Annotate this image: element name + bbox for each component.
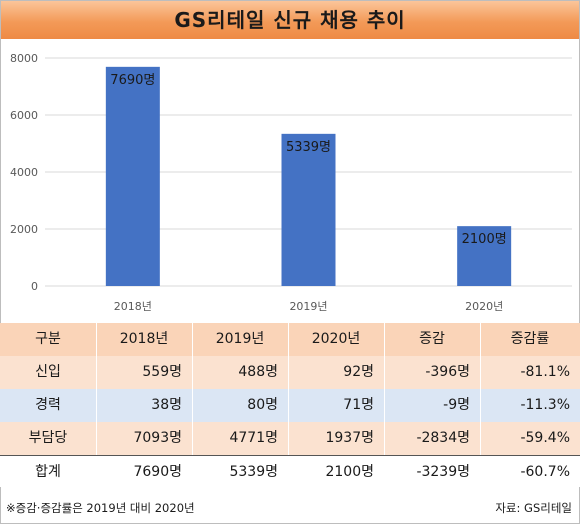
table-cell: 2100명 bbox=[325, 464, 374, 480]
column-divider bbox=[96, 389, 97, 422]
data-label: 7690명 bbox=[110, 73, 155, 88]
table-cell: 4771명 bbox=[229, 430, 278, 446]
column-divider bbox=[192, 456, 193, 489]
column-divider bbox=[192, 422, 193, 455]
table-cell: 559명 bbox=[142, 364, 182, 380]
footnote: ※증감·증감률은 2019년 대비 2020년 bbox=[6, 501, 195, 515]
table-cell: 92명 bbox=[343, 364, 374, 380]
table-cell: -59.4% bbox=[520, 430, 570, 446]
table-header-row: 구분 2018년 2019년 2020년 증감 증감률 bbox=[0, 323, 580, 356]
column-divider bbox=[384, 422, 385, 455]
y-axis-ticks: 0 2000 4000 6000 8000 bbox=[10, 52, 38, 293]
column-divider bbox=[288, 389, 289, 422]
column-divider bbox=[96, 356, 97, 389]
table-cell: 5339명 bbox=[229, 464, 278, 480]
row-label: 부담당 bbox=[28, 430, 68, 446]
bar bbox=[105, 66, 160, 287]
row-label: 신입 bbox=[35, 364, 61, 380]
column-divider bbox=[384, 323, 385, 356]
column-divider bbox=[96, 422, 97, 455]
column-divider bbox=[288, 422, 289, 455]
column-header: 증감 bbox=[419, 331, 445, 347]
column-header: 증감률 bbox=[510, 331, 550, 347]
source-note: 자료: GS리테일 bbox=[495, 501, 572, 515]
data-label: 5339명 bbox=[286, 140, 331, 155]
column-divider bbox=[288, 356, 289, 389]
table-cell: -3239명 bbox=[416, 464, 470, 480]
table-row: 경력 38명 80명 71명 -9명 -11.3% bbox=[0, 389, 580, 422]
table-cell: 1937명 bbox=[325, 430, 374, 446]
row-label: 합계 bbox=[35, 464, 61, 480]
column-divider bbox=[192, 356, 193, 389]
column-divider bbox=[480, 323, 481, 356]
table-cell: 80명 bbox=[247, 397, 278, 413]
bar bbox=[281, 133, 336, 286]
x-tick-label: 2020년 bbox=[465, 300, 503, 313]
column-divider bbox=[96, 323, 97, 356]
column-divider bbox=[480, 456, 481, 489]
row-label: 경력 bbox=[35, 397, 61, 413]
table-cell: -9명 bbox=[443, 397, 470, 413]
column-header: 2018년 bbox=[119, 331, 169, 347]
y-tick-label: 6000 bbox=[10, 109, 38, 122]
table-cell: 488명 bbox=[238, 364, 278, 380]
column-header: 2020년 bbox=[311, 331, 361, 347]
table-row: 합계 7690명 5339명 2100명 -3239명 -60.7% bbox=[0, 455, 580, 489]
table-cell: 38명 bbox=[151, 397, 182, 413]
table-row: 신입 559명 488명 92명 -396명 -81.1% bbox=[0, 356, 580, 389]
table-cell: -11.3% bbox=[520, 397, 570, 413]
column-divider bbox=[96, 456, 97, 489]
chart-bars bbox=[105, 66, 512, 287]
table-cell: 7093명 bbox=[133, 430, 182, 446]
column-divider bbox=[384, 389, 385, 422]
column-divider bbox=[288, 323, 289, 356]
column-divider bbox=[384, 456, 385, 489]
chart-title: GS리테일 신규 채용 추이 bbox=[174, 8, 406, 32]
y-tick-label: 0 bbox=[31, 280, 38, 293]
table-cell: -81.1% bbox=[520, 364, 570, 380]
table-cell: -396명 bbox=[425, 364, 470, 380]
column-header: 구분 bbox=[35, 331, 61, 347]
data-labels: 7690명 5339명 2100명 bbox=[110, 73, 506, 247]
table-row: 부담당 7093명 4771명 1937명 -2834명 -59.4% bbox=[0, 422, 580, 455]
table-cell: 7690명 bbox=[133, 464, 182, 480]
column-divider bbox=[480, 389, 481, 422]
table-cell: -60.7% bbox=[520, 464, 570, 480]
x-axis-ticks: 2018년 2019년 2020년 bbox=[114, 300, 503, 313]
column-divider bbox=[192, 323, 193, 356]
table-cell: 71명 bbox=[343, 397, 374, 413]
y-tick-label: 8000 bbox=[10, 52, 38, 65]
x-tick-label: 2019년 bbox=[289, 300, 327, 313]
data-label: 2100명 bbox=[462, 232, 507, 247]
table-cell: -2834명 bbox=[416, 430, 470, 446]
column-divider bbox=[480, 356, 481, 389]
column-divider bbox=[288, 456, 289, 489]
bar bbox=[457, 226, 512, 286]
column-header: 2019년 bbox=[215, 331, 265, 347]
y-tick-label: 4000 bbox=[10, 166, 38, 179]
column-divider bbox=[192, 389, 193, 422]
title-bar: GS리테일 신규 채용 추이 bbox=[1, 1, 579, 39]
column-divider bbox=[480, 422, 481, 455]
x-tick-label: 2018년 bbox=[114, 300, 152, 313]
y-tick-label: 2000 bbox=[10, 223, 38, 236]
column-divider bbox=[384, 356, 385, 389]
